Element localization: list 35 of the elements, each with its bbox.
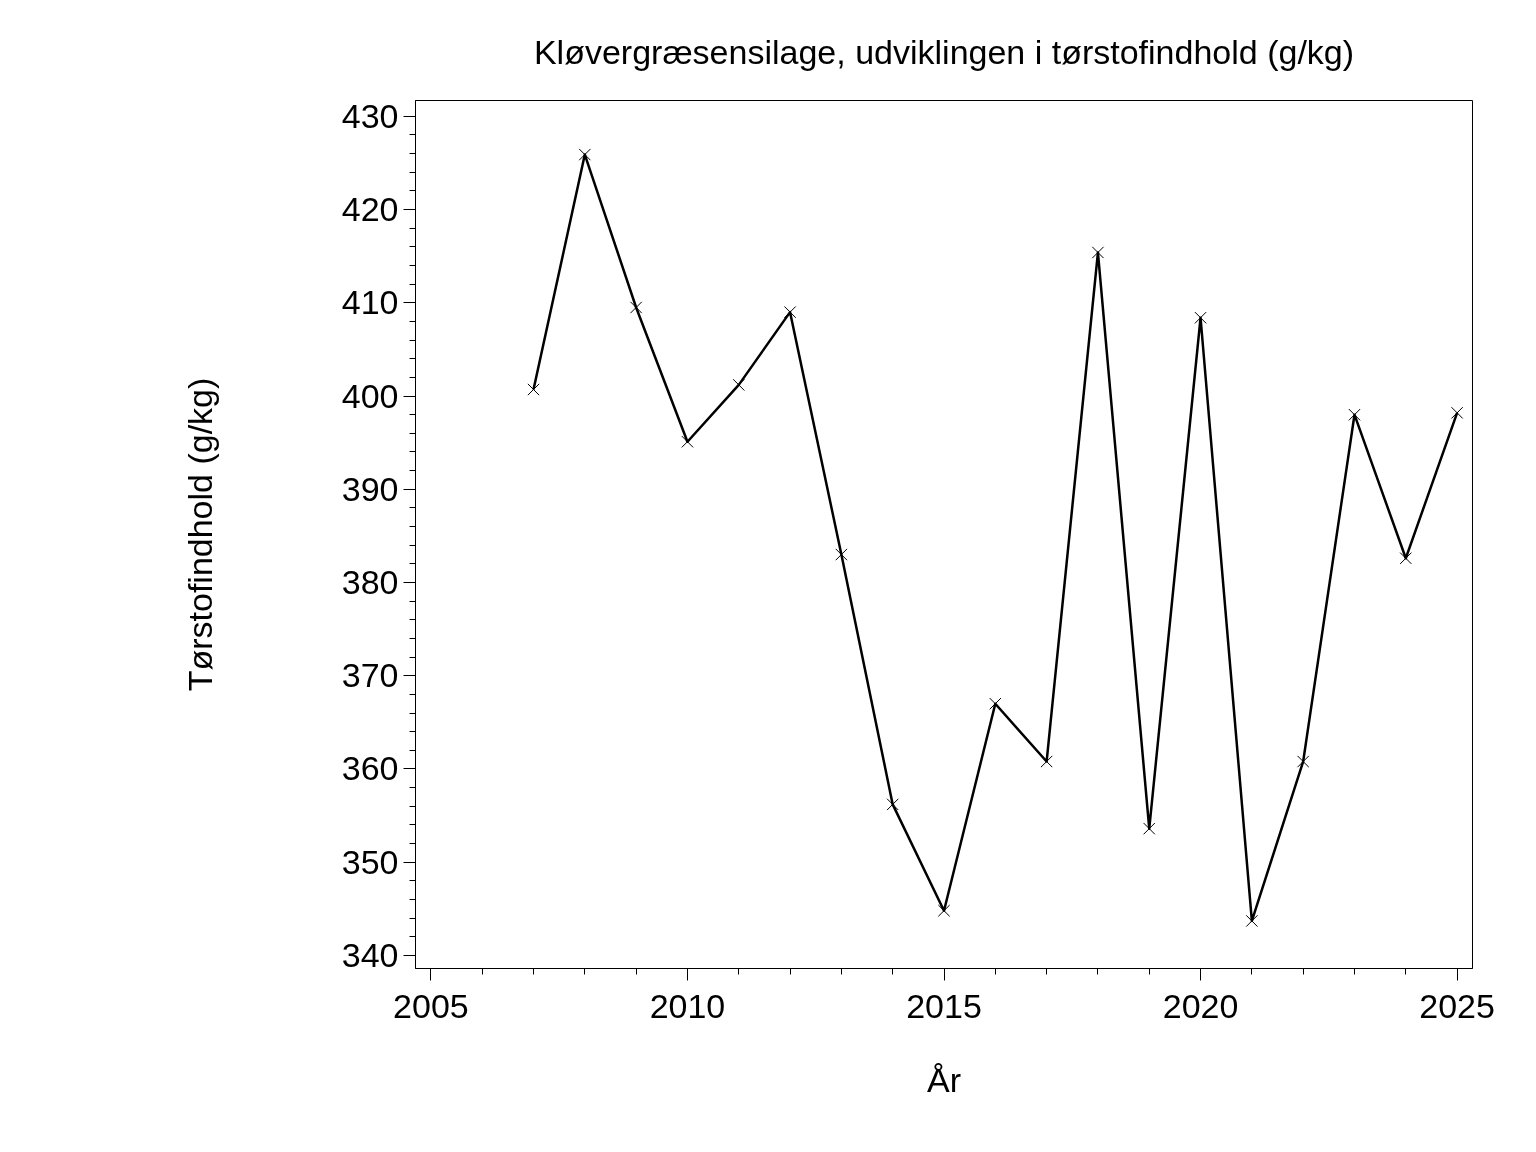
point xyxy=(886,798,899,811)
point xyxy=(937,904,951,917)
point xyxy=(1297,755,1310,768)
point xyxy=(1040,755,1053,768)
y-tick-label: 390 xyxy=(341,469,399,508)
point xyxy=(1245,914,1259,928)
x-tick-label: 2010 xyxy=(649,986,726,1025)
y-tick-label: 370 xyxy=(341,656,399,695)
x-tick-label: 2020 xyxy=(1162,986,1239,1025)
x-tick-label: 2025 xyxy=(1419,986,1495,1025)
y-tick-label: 360 xyxy=(341,749,399,788)
y-tick-label: 380 xyxy=(341,563,399,602)
x-tick-label: 2005 xyxy=(393,986,469,1025)
point xyxy=(1143,822,1156,835)
chart-title: Kløvergræsensilage, udviklingen i tørstofindhold (g/kg) xyxy=(533,32,1355,71)
y-tick-label: 410 xyxy=(341,283,399,322)
point xyxy=(732,378,745,392)
point xyxy=(629,301,643,314)
point xyxy=(1399,552,1412,565)
y-tick-label: 340 xyxy=(341,935,399,974)
point xyxy=(1348,408,1361,421)
point xyxy=(835,548,848,561)
y-tick-label: 400 xyxy=(341,376,399,415)
x-axis-title: År xyxy=(927,1060,961,1099)
y-tick-label: 350 xyxy=(341,842,399,881)
point xyxy=(681,435,694,448)
point xyxy=(1091,246,1105,259)
x-tick-label: 2015 xyxy=(906,986,982,1025)
point xyxy=(1194,311,1207,324)
y-tick-label: 420 xyxy=(341,190,399,229)
y-tick-label: 430 xyxy=(341,96,399,135)
point xyxy=(1450,406,1464,419)
y-axis-title: Tørstofindhold (g/kg) xyxy=(180,377,219,692)
point xyxy=(578,148,591,161)
point xyxy=(783,305,797,319)
